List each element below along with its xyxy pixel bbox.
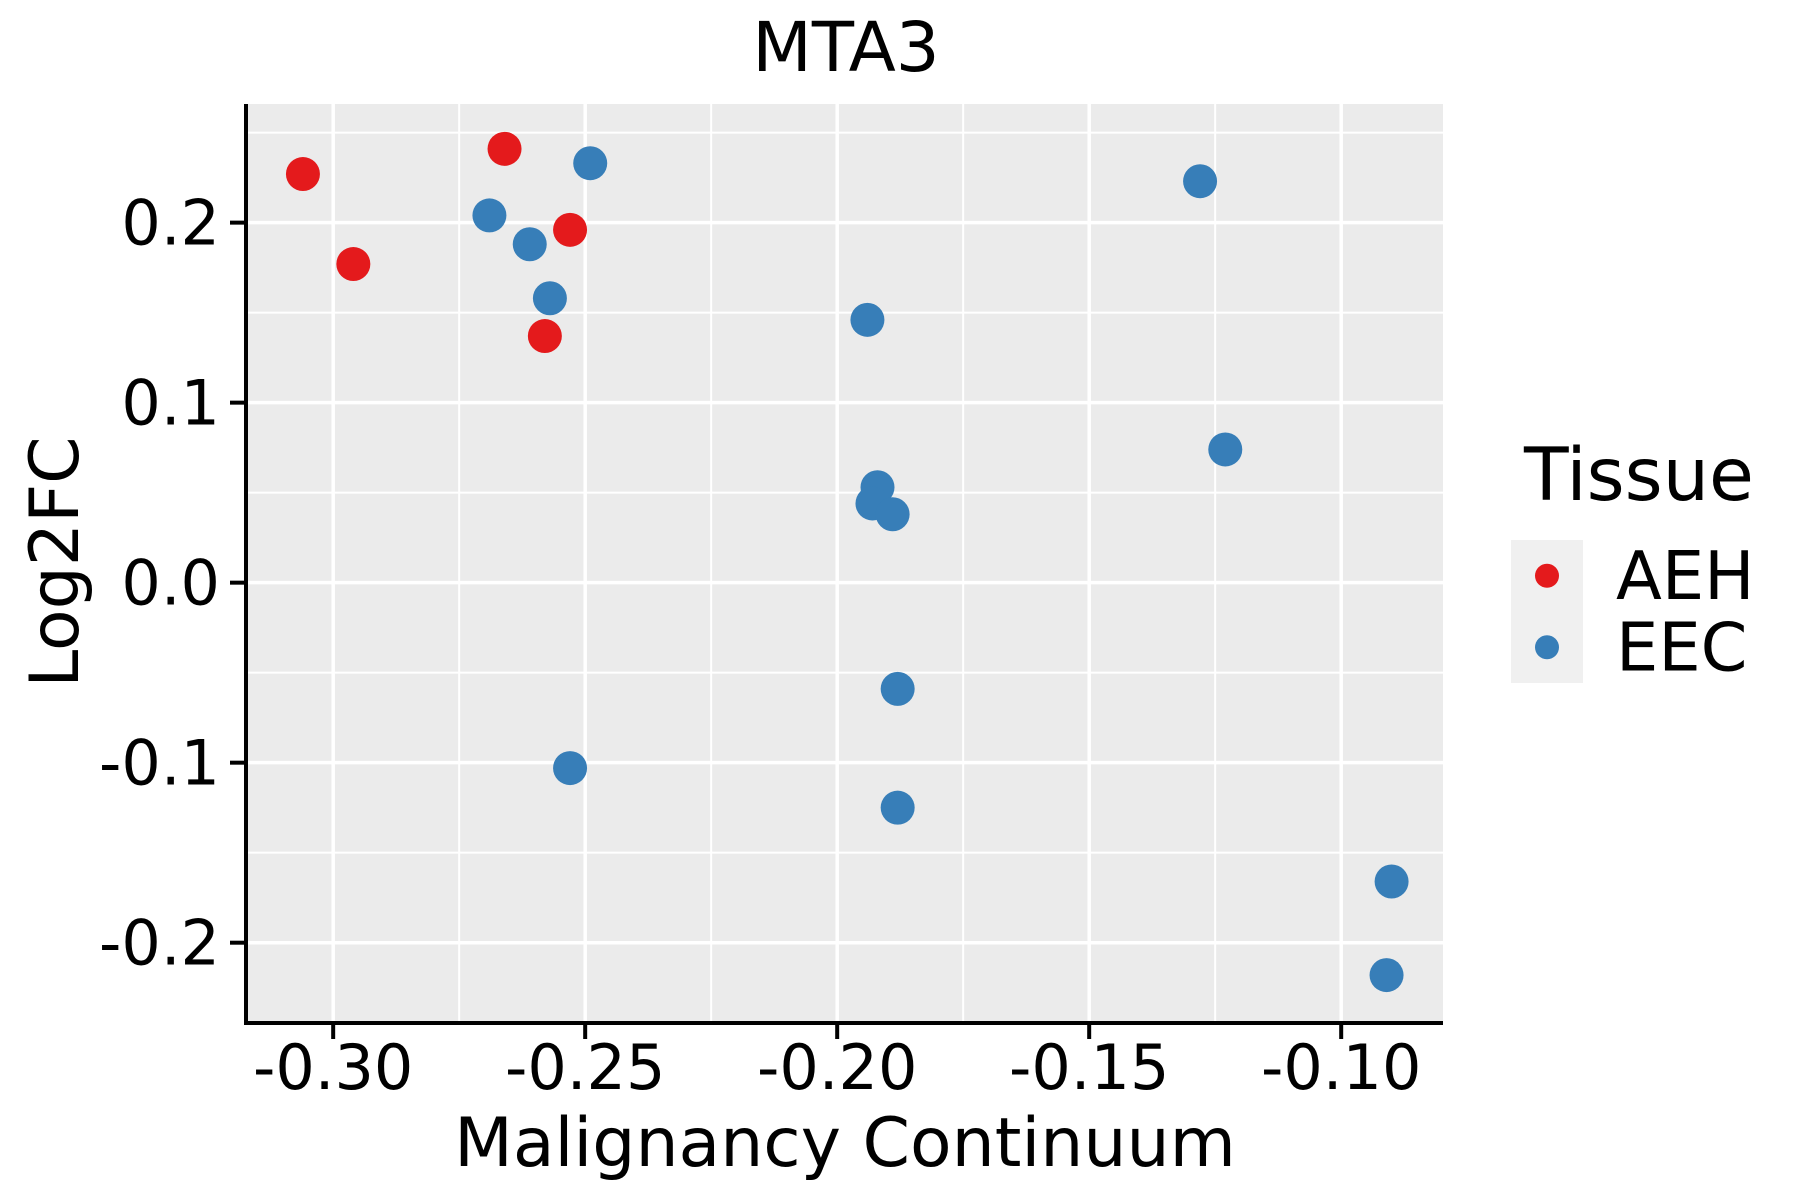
data-point-aeh	[285, 157, 320, 192]
data-point-eec	[1208, 432, 1243, 467]
legend-marker-eec	[1535, 635, 1559, 660]
data-point-eec	[1369, 958, 1404, 993]
data-point-aeh	[336, 247, 371, 282]
data-point-eec	[573, 146, 608, 181]
y-tick-label: -0.2	[99, 907, 220, 980]
data-point-eec	[880, 790, 915, 825]
legend-item-label: EEC	[1616, 608, 1747, 686]
y-axis-title: Log2FC	[16, 436, 95, 687]
x-tick-label: -0.30	[253, 1031, 413, 1104]
legend-title: Tissue	[1523, 433, 1754, 518]
data-point-eec	[532, 281, 567, 316]
plot-title: MTA3	[752, 8, 939, 88]
data-point-eec	[850, 302, 885, 337]
x-tick-label: -0.10	[1261, 1031, 1421, 1104]
y-tick-label: 0.2	[121, 187, 220, 260]
x-tick-label: -0.15	[1009, 1031, 1169, 1104]
y-tick-label: -0.1	[99, 727, 220, 800]
axis-lines	[244, 104, 1443, 1025]
y-tick-label: 0.1	[121, 367, 220, 440]
data-point-eec	[880, 671, 915, 706]
x-axis-title: Malignancy Continuum	[454, 1104, 1236, 1183]
tick-marks	[230, 220, 1344, 1039]
data-point-eec	[553, 751, 588, 786]
plot-panel	[248, 104, 1443, 1021]
major-gridlines	[248, 104, 1443, 1021]
x-tick-label: -0.20	[757, 1031, 917, 1104]
data-point-eec	[512, 227, 547, 262]
data-point-aeh	[553, 212, 588, 247]
y-tick-label: 0.0	[121, 547, 220, 620]
data-points	[285, 131, 1409, 993]
data-point-aeh	[527, 319, 562, 354]
legend-marker-aeh	[1535, 563, 1559, 588]
x-tick-label: -0.25	[505, 1031, 665, 1104]
minor-gridlines	[248, 104, 1443, 1021]
legend-item-label: AEH	[1616, 537, 1755, 615]
data-point-eec	[1183, 164, 1218, 199]
data-point-aeh	[487, 131, 522, 166]
data-point-eec	[1374, 864, 1409, 899]
data-point-eec	[875, 497, 910, 532]
data-point-eec	[472, 198, 507, 233]
tick-labels: -0.30 -0.25 -0.20 -0.15 -0.10 0.2 0.1 0.0 -0.1 -0…	[99, 187, 1421, 1104]
